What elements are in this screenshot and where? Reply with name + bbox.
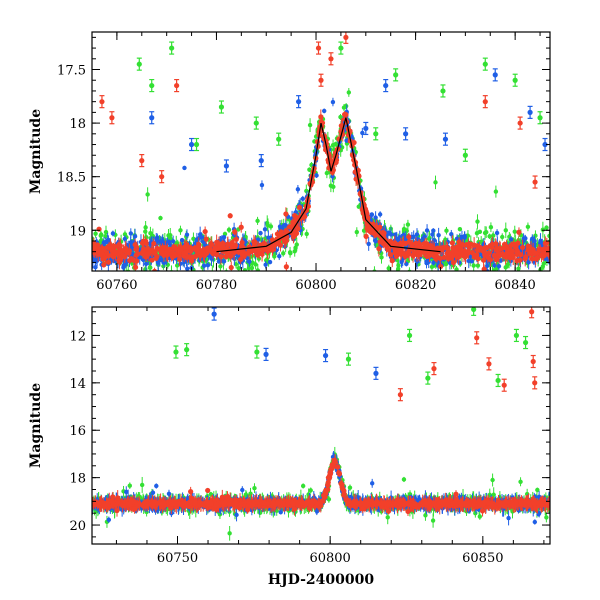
data-point-blue [263,347,269,361]
data-point-green [522,335,529,350]
data-point-red [159,170,165,184]
y-axis-title: Magnitude [28,109,44,194]
data-point-green [253,116,259,130]
plot-frame [91,306,551,545]
data-point-blue [149,111,155,125]
data-point-blue [363,121,369,136]
measurement-cloud [92,446,550,541]
data-point-red [501,378,507,392]
data-point-green [440,84,446,98]
data-point-green [495,373,501,388]
data-point-red [397,388,403,402]
data-point-blue [322,348,329,363]
data-point-red [174,78,180,93]
data-point-green [254,345,260,359]
y-tick-label: 18.5 [57,171,86,186]
data-point-blue [188,137,195,152]
top-panel: 60760 60780 60800 60820 60840 17.5 18 18.5 19 Mag… [28,31,551,293]
x-tick-label: 60760 [96,278,137,293]
data-point-red [343,32,349,44]
data-point-green [136,57,142,71]
y-tick-label: 18 [69,472,86,487]
plot-frame [91,31,551,272]
x-tick-label: 60800 [309,551,350,566]
data-point-blue [542,137,548,152]
y-tick-label: 16 [69,424,86,439]
data-point-red [139,154,145,168]
model-curve [216,117,441,253]
data-point-green [393,68,399,82]
data-point-red [109,111,115,125]
data-point-blue [383,78,389,93]
data-point-green [218,100,225,114]
data-point-blue [223,159,230,173]
data-point-green [338,41,344,55]
y-tick-label: 12 [69,329,86,344]
data-point-green [169,41,175,55]
data-point-red [532,175,538,189]
data-point-green [462,148,468,162]
x-tick-label: 60750 [157,551,198,566]
data-point-green [345,352,352,366]
data-point-green [173,345,179,359]
data-point-red [328,52,334,66]
measurement-cloud [92,87,550,271]
x-tick-label: 60800 [295,278,336,293]
data-point-green [537,111,543,125]
y-tick-label: 18 [69,117,86,132]
data-point-red [482,95,488,109]
data-point-green [406,328,413,343]
y-tick-label: 19 [69,224,86,239]
data-point-blue [211,307,217,321]
data-point-blue [258,154,264,168]
data-point-blue [492,68,498,82]
data-point-red [517,116,523,130]
x-tick-label: 60850 [462,551,503,566]
data-point-red [318,73,324,87]
x-tick-label: 60780 [196,278,237,293]
data-point-blue [403,127,409,141]
x-tick-label: 60840 [494,278,535,293]
x-axis-title: HJD-2400000 [268,572,375,588]
data-point-red [431,362,437,376]
data-point-red [99,95,105,109]
data-point-green [482,57,488,71]
data-point-blue [295,95,302,109]
data-point-green [425,371,431,385]
data-point-green [513,328,520,343]
data-point-green [149,78,155,93]
data-point-red [530,354,536,369]
data-point-blue [373,366,379,380]
x-tick-label: 60820 [395,278,436,293]
data-point-green [193,137,200,152]
data-point-blue [442,132,449,146]
y-tick-label: 20 [69,519,86,534]
data-point-red [486,357,492,371]
y-axis-title: Magnitude [28,383,44,468]
data-point-red [474,331,480,345]
data-point-green [184,343,190,357]
data-point-green [373,127,379,141]
y-tick-label: 14 [69,377,86,392]
bottom-panel: 60750 60800 60850 12 14 16 18 20 Magnitude HJD-24… [28,306,551,588]
data-point-green [471,307,477,316]
data-point-red [532,376,538,390]
data-point-green [512,73,518,87]
data-point-red [315,41,322,55]
data-point-red [529,307,535,319]
data-point-green [276,132,282,146]
data-point-blue [527,105,533,119]
y-tick-label: 17.5 [57,64,86,79]
